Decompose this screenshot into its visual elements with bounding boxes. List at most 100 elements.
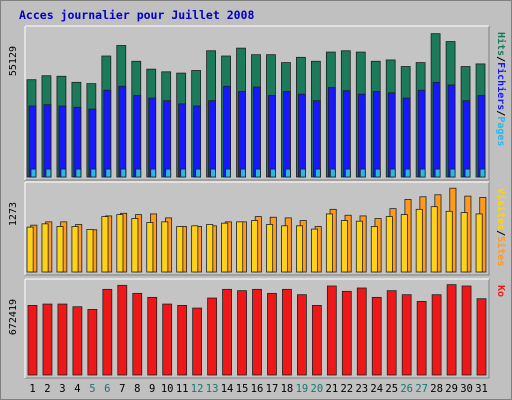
bar-ko-day-20	[311, 305, 322, 376]
chart-title: Acces journalier pour Juillet 2008	[19, 8, 254, 22]
x-tick-label-day-17: 17	[266, 383, 279, 395]
legend-visites-sites-item-sites: Sites	[495, 236, 507, 266]
bar-files-day-10	[163, 100, 172, 178]
x-tick-label-day-2: 2	[44, 383, 50, 395]
legend-hits-files-pages-item-pages: Pages	[495, 116, 506, 146]
bar-ko-day-26	[401, 294, 412, 376]
bar-pages-day-10	[165, 168, 172, 178]
bar-visites-day-9	[146, 222, 154, 273]
bar-pages-day-25	[389, 168, 396, 178]
legend-hits-files-pages-item-hits: Hits	[495, 32, 507, 56]
bar-pages-day-20	[314, 168, 321, 178]
x-tick-label-day-28: 28	[430, 383, 443, 395]
bar-files-day-17	[268, 95, 276, 178]
bar-files-day-5	[88, 108, 97, 178]
bar-ko-day-8	[132, 292, 143, 376]
bar-files-day-13	[208, 100, 216, 178]
bar-ko-day-11	[177, 305, 188, 376]
legend-hits-files-pages-separator: /	[495, 110, 506, 116]
bar-visites-day-14	[221, 222, 229, 273]
bar-pages-day-29	[449, 168, 456, 178]
bar-visites-day-20	[310, 228, 318, 273]
x-tick-label-day-20: 20	[311, 383, 324, 395]
bar-visites-day-31	[475, 213, 483, 273]
bar-files-day-7	[118, 85, 127, 178]
x-tick-label-day-19: 19	[296, 383, 309, 395]
bar-visites-day-25	[385, 216, 393, 273]
bar-files-day-25	[387, 92, 396, 178]
x-tick-label-day-23: 23	[355, 383, 368, 395]
x-tick-label-day-30: 30	[460, 383, 473, 395]
x-tick-label-day-14: 14	[221, 383, 234, 395]
bar-files-day-26	[402, 97, 411, 178]
x-tick-label-day-1: 1	[29, 383, 35, 395]
bar-files-day-24	[372, 91, 381, 178]
max-label-ko: 672419	[8, 299, 19, 335]
bar-visites-day-10	[161, 221, 169, 273]
bar-files-day-19	[298, 93, 306, 178]
bar-visites-day-22	[340, 220, 348, 273]
bar-files-day-28	[432, 81, 441, 178]
bar-ko-day-18	[282, 288, 292, 376]
bar-pages-day-30	[464, 168, 471, 178]
x-tick-label-day-6: 6	[104, 383, 110, 395]
legend-ko-item-ko: Ko	[495, 285, 506, 297]
bar-files-day-4	[73, 106, 82, 178]
bar-ko-day-29	[446, 284, 457, 376]
bar-ko-day-15	[237, 290, 247, 376]
x-tick-label-day-3: 3	[59, 383, 65, 395]
bar-visites-day-27	[415, 208, 423, 273]
bar-pages-day-21	[329, 168, 336, 178]
bar-files-day-9	[148, 97, 157, 178]
bar-pages-day-28	[434, 168, 441, 178]
x-tick-label-day-11: 11	[176, 383, 189, 395]
bar-ko-day-21	[326, 285, 337, 376]
bar-pages-day-26	[404, 168, 411, 178]
bar-files-day-18	[283, 91, 291, 178]
bar-files-day-12	[193, 105, 202, 178]
bar-ko-day-16	[252, 288, 262, 376]
bar-ko-day-7	[117, 284, 128, 376]
bar-files-day-29	[447, 84, 456, 178]
bar-files-day-16	[253, 86, 261, 178]
legend-visites-sites-item-visites: Visites	[495, 188, 507, 230]
max-label-hits: 55129	[8, 46, 19, 76]
bar-files-day-21	[327, 87, 336, 178]
x-tick-label-day-4: 4	[74, 383, 80, 395]
bar-ko-day-13	[207, 297, 217, 376]
legend-hits-files-pages-separator: /	[495, 56, 506, 62]
bar-files-day-1	[28, 105, 37, 178]
bar-files-day-3	[58, 105, 67, 178]
bar-visites-day-13	[206, 224, 214, 273]
bar-ko-day-5	[87, 309, 98, 376]
bar-visites-day-19	[296, 225, 303, 273]
bar-visites-day-8	[131, 218, 139, 273]
x-tick-label-day-29: 29	[445, 383, 458, 395]
bar-visites-day-21	[325, 213, 333, 273]
x-tick-label-day-22: 22	[340, 383, 353, 395]
x-tick-label-day-25: 25	[385, 383, 398, 395]
bar-pages-day-7	[120, 168, 127, 178]
bar-files-day-27	[417, 89, 426, 178]
bar-files-day-2	[43, 104, 52, 178]
x-tick-label-day-8: 8	[134, 383, 140, 395]
bar-pages-day-31	[479, 168, 486, 178]
bar-ko-day-24	[371, 296, 382, 376]
bar-ko-day-1	[27, 305, 38, 376]
bar-files-day-6	[103, 89, 112, 178]
legend-visites-sites: Visites/Sites	[495, 188, 507, 266]
max-label-visits: 1273	[8, 202, 19, 226]
bar-visites-day-4	[71, 226, 79, 273]
bar-pages-day-23	[359, 168, 366, 178]
x-tick-label-day-10: 10	[161, 383, 174, 395]
bar-pages-day-12	[195, 168, 202, 178]
bar-ko-day-19	[297, 294, 307, 376]
bar-visites-day-3	[56, 226, 64, 273]
bar-pages-day-5	[90, 168, 97, 178]
bar-visites-day-17	[266, 224, 274, 273]
legend-ko: Ko	[495, 285, 506, 297]
bar-visites-day-28	[430, 206, 438, 273]
bar-ko-day-31	[476, 298, 487, 376]
